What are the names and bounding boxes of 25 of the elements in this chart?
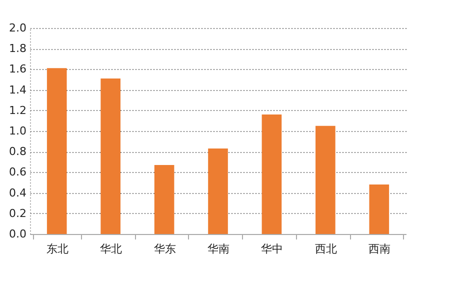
x-tick-label: 华东 (154, 242, 176, 256)
bar (208, 148, 228, 234)
bar (262, 114, 282, 234)
x-tick-label: 华北 (100, 242, 122, 256)
y-tick-label: 1.0 (9, 124, 26, 138)
y-tick-label: 1.4 (9, 83, 26, 96)
x-tick-label: 西北 (314, 242, 337, 256)
bar (369, 184, 390, 234)
y-tick-label: 0.2 (9, 206, 26, 220)
y-tick-label: 1.2 (9, 104, 26, 117)
y-tick-label: 0.6 (9, 166, 26, 179)
y-tick-label: 2.0 (9, 22, 26, 34)
y-tick-label: 1.6 (9, 62, 26, 76)
x-tick-label: 西南 (368, 242, 391, 256)
x-tick-label: 华中 (261, 242, 284, 256)
y-tick-label: 1.8 (9, 42, 26, 56)
x-tick-label: 华南 (208, 242, 230, 256)
bar (316, 126, 336, 234)
bar (154, 164, 174, 234)
bar (100, 78, 120, 234)
y-tick-label: 0.4 (9, 186, 26, 200)
bar (46, 68, 67, 234)
y-tick-label: 0.8 (9, 145, 26, 158)
x-tick-label: 东北 (46, 242, 68, 256)
y-tick-label: 0.0 (9, 228, 26, 240)
